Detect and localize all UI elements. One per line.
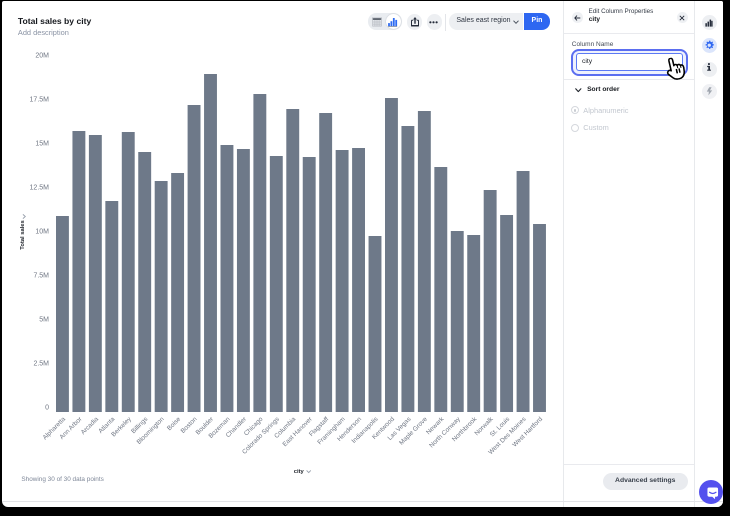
svg-text:20M: 20M xyxy=(35,53,49,60)
svg-text:5M: 5M xyxy=(39,317,49,324)
svg-text:10M: 10M xyxy=(35,229,49,236)
svg-text:15M: 15M xyxy=(35,141,49,148)
svg-text:7.5M: 7.5M xyxy=(33,273,49,280)
svg-text:Arcadia: Arcadia xyxy=(80,416,101,437)
svg-text:2.5M: 2.5M xyxy=(33,361,49,368)
svg-text:12.5M: 12.5M xyxy=(30,185,50,192)
svg-text:0: 0 xyxy=(45,405,49,412)
svg-text:17.5M: 17.5M xyxy=(30,97,50,104)
svg-text:city: city xyxy=(294,469,305,475)
svg-text:Total sales: Total sales xyxy=(20,220,26,250)
